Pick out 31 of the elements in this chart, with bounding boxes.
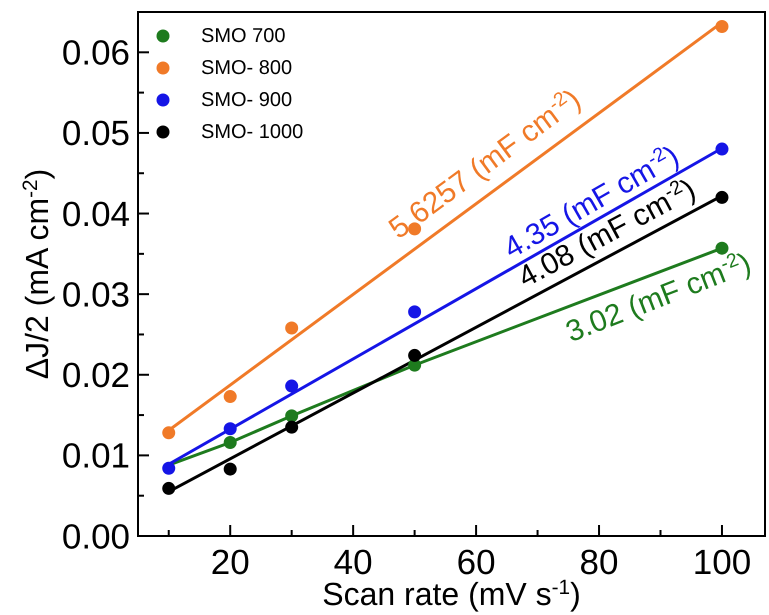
y-tick-label: 0.05 (62, 114, 130, 154)
point (224, 422, 237, 436)
legend-label: SMO- 900 (201, 88, 292, 112)
x-tick-label: 20 (210, 543, 250, 582)
point (162, 482, 176, 495)
y-tick-label: 0.03 (62, 275, 130, 314)
point (715, 190, 728, 204)
legend-label: SMO- 1000 (201, 120, 304, 144)
point (715, 20, 728, 34)
y-tick-label: 0.06 (62, 34, 130, 73)
point (162, 426, 176, 440)
point (285, 380, 298, 393)
y-tick-label: 0.04 (62, 194, 130, 234)
x-tick-label: 80 (580, 543, 618, 582)
point (224, 390, 237, 404)
point (285, 409, 298, 422)
point (224, 462, 237, 476)
legend-label: SMO- 800 (201, 56, 292, 80)
x-tick-label: 100 (692, 543, 752, 582)
point (715, 142, 728, 156)
point (285, 420, 298, 434)
y-tick-label: 0.00 (62, 517, 130, 556)
point (408, 305, 422, 318)
point (285, 322, 298, 335)
point (162, 462, 176, 475)
legend-label: SMO 700 (201, 24, 286, 48)
y-tick-label: 0.01 (62, 436, 130, 476)
y-tick-label: 0.02 (62, 356, 130, 396)
point (224, 436, 237, 449)
point (408, 348, 422, 362)
point (715, 242, 728, 255)
